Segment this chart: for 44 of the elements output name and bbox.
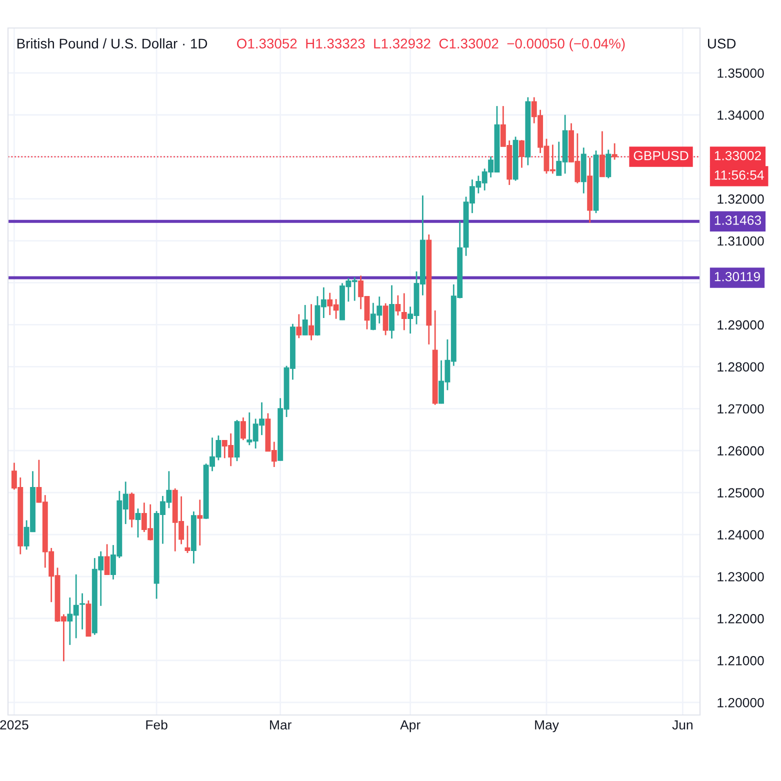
x-tick-label: Apr (400, 720, 420, 732)
ref-line-label: 1.31463 (714, 216, 762, 225)
candlestick (599, 130, 605, 178)
text: O1.33052 H1.33323 L1.32932 C1.33002 −0.00050 (−0.04%) (237, 38, 625, 52)
candlestick (612, 142, 618, 160)
candlestick (519, 139, 524, 168)
y-tick-label: 1.27000 (718, 404, 764, 414)
candlestick (606, 149, 612, 179)
candlestick (401, 292, 407, 331)
ref-line-label: 1.33002 (714, 150, 761, 160)
y-tick-label: 1.32000 (718, 194, 764, 204)
y-tick-label: 1.20000 (718, 698, 764, 708)
y-tick-label: 1.26000 (718, 446, 764, 456)
y-tick-label: 1.29000 (718, 320, 764, 330)
candlestick (80, 592, 85, 630)
y-tick-label: 1.24000 (718, 530, 764, 540)
y-axis-title: USD (708, 38, 736, 49)
ref-line-label: 1.30119 (714, 272, 760, 282)
candlestick (296, 314, 302, 339)
text: 11:56:54 (714, 170, 764, 180)
candlestick (395, 294, 401, 316)
y-tick-label: 1.28000 (718, 362, 764, 372)
y-tick-label: 1.21000 (718, 656, 764, 666)
y-tick-label: 1.22000 (718, 614, 764, 624)
x-tick-label: May (535, 720, 559, 732)
text: British Pound / U.S. Dollar · 1D (17, 38, 208, 49)
y-tick-label: 1.34000 (718, 110, 764, 120)
y-tick-label: 1.23000 (718, 572, 764, 582)
y-tick-label: 1.31000 (718, 236, 764, 246)
candlestick (308, 303, 314, 341)
candlestick (184, 525, 190, 554)
candlestick (240, 416, 246, 441)
x-tick-label: Jun (672, 720, 692, 730)
x-tick-label: 2025 (0, 720, 28, 730)
annotation: GBPUSD (634, 150, 688, 160)
x-tick-label: Feb (146, 720, 168, 730)
candlestick (135, 508, 141, 538)
candlestick (302, 304, 308, 336)
y-tick-label: 1.25000 (718, 488, 764, 498)
x-tick-label: Mar (270, 720, 292, 730)
candlestick (197, 499, 203, 546)
candlestick (382, 302, 388, 336)
candlestick (104, 544, 110, 576)
y-tick-label: 1.35000 (718, 68, 764, 78)
